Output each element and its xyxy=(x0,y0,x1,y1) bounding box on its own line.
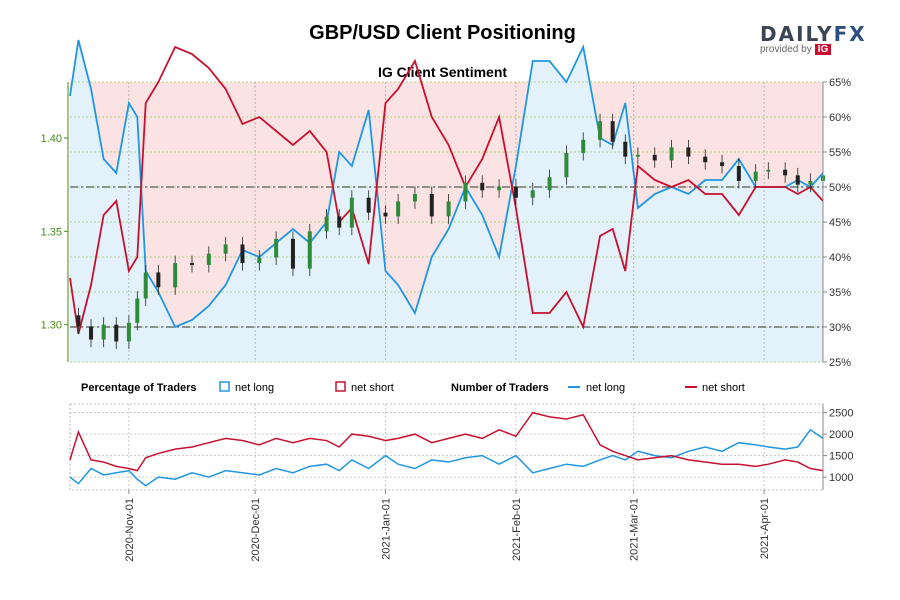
price-candle xyxy=(581,139,586,153)
percent-tick-label: 50% xyxy=(829,182,851,194)
price-candle xyxy=(610,121,615,142)
logo-provided-label: provided by xyxy=(760,44,812,55)
price-candle xyxy=(736,166,741,181)
price-tick-label: 1.40 xyxy=(41,133,62,145)
percent-tick-label: 45% xyxy=(829,217,851,229)
price-candle xyxy=(480,182,485,191)
price-candle xyxy=(156,272,161,288)
price-candle xyxy=(223,244,228,254)
price-candle xyxy=(396,201,401,217)
price-candle xyxy=(753,171,758,181)
percent-tick-label: 40% xyxy=(829,252,851,264)
legend-pct-short-label: net short xyxy=(351,382,394,394)
date-tick-label: 2021-Jan-01 xyxy=(381,498,393,560)
price-candle xyxy=(530,190,535,198)
percent-tick-label: 25% xyxy=(829,357,851,369)
price-candle xyxy=(429,194,434,217)
date-tick-label: 2020-Dec-01 xyxy=(250,498,262,562)
price-candle xyxy=(114,324,119,342)
price-candle xyxy=(547,177,552,191)
logo-text-fx: FX xyxy=(833,22,867,46)
percent-tick-label: 60% xyxy=(829,112,851,124)
percent-tick-label: 30% xyxy=(829,322,851,334)
price-candle xyxy=(652,154,657,161)
price-candle xyxy=(598,121,603,140)
price-candle xyxy=(76,315,81,327)
price-candle xyxy=(240,244,245,264)
traders-tick-label: 1500 xyxy=(829,451,853,463)
price-candle xyxy=(635,154,640,157)
price-candle xyxy=(126,322,131,342)
traders-long-line xyxy=(69,428,824,487)
date-tick-label: 2021-Mar-01 xyxy=(629,498,641,561)
legend-pct-short-swatch xyxy=(335,381,346,392)
price-candle xyxy=(446,201,451,217)
price-candle xyxy=(366,197,371,213)
price-candle xyxy=(564,152,569,178)
price-candle xyxy=(257,257,262,264)
dailyfx-logo: DAILYFX provided by IG xyxy=(760,22,870,55)
chart-title: GBP/USD Client Positioning xyxy=(309,22,576,44)
traders-short-line xyxy=(69,411,824,472)
logo-provided-by: provided by IG xyxy=(760,44,870,55)
logo-wordmark: DAILYFX xyxy=(760,22,870,46)
price-candle xyxy=(135,298,140,323)
price-tick-label: 1.30 xyxy=(41,320,62,332)
price-candle xyxy=(795,175,800,185)
price-candle xyxy=(703,156,708,163)
price-candle xyxy=(307,231,312,269)
legend-num-long-label: net long xyxy=(586,382,625,394)
price-candle xyxy=(808,180,813,185)
price-candle xyxy=(290,238,295,269)
price-candle xyxy=(324,216,329,232)
percent-tick-label: 55% xyxy=(829,147,851,159)
price-candle xyxy=(274,238,279,258)
price-candle xyxy=(766,169,771,172)
price-candle xyxy=(349,197,354,228)
logo-text-daily: DAILY xyxy=(760,22,834,46)
traders-tick-label: 2000 xyxy=(829,429,853,441)
legend-pct-long-swatch xyxy=(219,381,230,392)
legend-num-short-label: net short xyxy=(702,382,745,394)
net-long-line xyxy=(69,39,824,329)
price-candle xyxy=(383,212,388,217)
date-tick-label: 2021-Apr-01 xyxy=(759,498,771,559)
price-candle xyxy=(686,147,691,157)
date-tick-label: 2021-Feb-01 xyxy=(511,498,523,561)
price-candle xyxy=(513,186,518,198)
traders-tick-label: 2500 xyxy=(829,408,853,420)
price-candle xyxy=(337,216,342,228)
price-candle xyxy=(173,263,178,288)
net-long-area xyxy=(70,40,823,362)
date-tick-label: 2020-Nov-01 xyxy=(124,498,136,562)
legend-pct-long-label: net long xyxy=(235,382,274,394)
percent-tick-label: 35% xyxy=(829,287,851,299)
price-candle xyxy=(497,186,502,191)
price-candle xyxy=(623,141,628,157)
price-candle xyxy=(189,263,194,265)
price-candle xyxy=(89,326,94,340)
net-short-line xyxy=(69,45,824,335)
legend-pct-title: Percentage of Traders xyxy=(81,382,197,394)
price-candle xyxy=(463,182,468,202)
price-candle xyxy=(720,162,725,166)
price-candle xyxy=(206,253,211,265)
traders-tick-label: 1000 xyxy=(829,472,853,484)
percent-tick-label: 65% xyxy=(829,77,851,89)
price-tick-label: 1.35 xyxy=(41,226,62,238)
price-candle xyxy=(101,324,106,340)
ig-logo: IG xyxy=(814,44,832,55)
price-candle xyxy=(143,272,148,299)
price-candle xyxy=(669,147,674,161)
legend-num-title: Number of Traders xyxy=(451,382,549,394)
price-candle xyxy=(783,169,788,176)
price-candle xyxy=(412,194,417,202)
